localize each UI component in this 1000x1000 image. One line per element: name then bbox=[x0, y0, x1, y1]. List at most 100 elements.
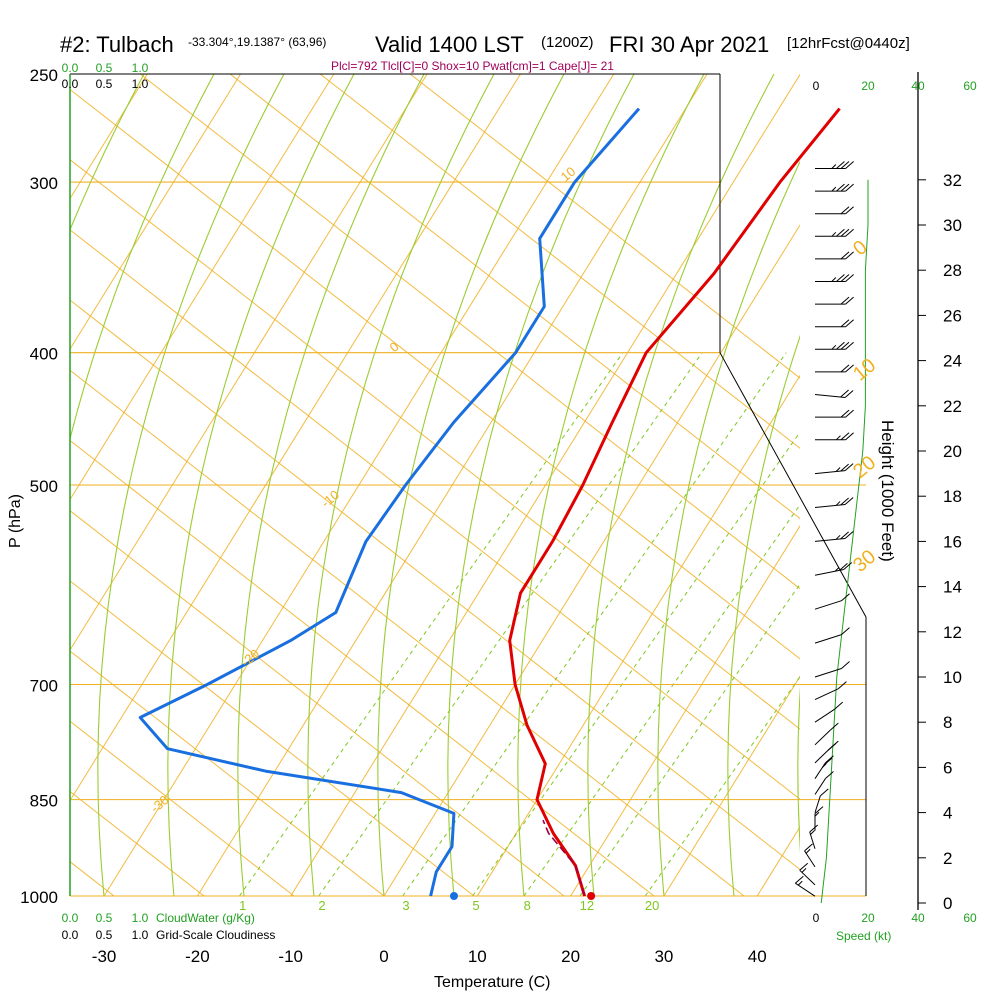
wind-barb bbox=[814, 593, 850, 610]
dry-adiabat-line bbox=[409, 74, 800, 379]
wind-barb-flag bbox=[840, 296, 850, 305]
isotherm-line bbox=[663, 675, 800, 897]
mixing-ratio-line bbox=[318, 352, 703, 897]
wind-barb-flag bbox=[845, 409, 854, 418]
cloudwater-tick-bottom: 0.5 bbox=[96, 911, 113, 925]
wind-barb-flag bbox=[838, 681, 847, 690]
dry-adiabat-line bbox=[70, 790, 205, 897]
mixing-ratio-label: 20 bbox=[645, 898, 659, 913]
wind-barb-flag bbox=[845, 319, 854, 328]
temperature-tick-label: 0 bbox=[379, 947, 388, 966]
temperature-tick-label: 40 bbox=[748, 947, 767, 966]
wind-barb-staff bbox=[814, 504, 846, 508]
dry-adiabat-line bbox=[70, 580, 475, 897]
wind-barb-staff bbox=[795, 882, 816, 897]
height-tick-label: 14 bbox=[943, 578, 962, 597]
cloudiness-tick-bottom: 0.5 bbox=[96, 928, 113, 942]
wind-barb-flag bbox=[840, 319, 850, 328]
height-tick-label: 22 bbox=[943, 397, 962, 416]
wind-barb-flag bbox=[836, 183, 845, 192]
dry-adiabat-line bbox=[139, 74, 800, 590]
dry-adiabat-line bbox=[70, 650, 385, 897]
wind-barb-flag bbox=[845, 432, 854, 441]
wind-barb-half-flag bbox=[835, 534, 841, 540]
wind-barb-flag bbox=[840, 183, 850, 192]
mixing-ratio-line bbox=[402, 352, 787, 897]
wind-barb-flag bbox=[840, 432, 850, 441]
cloudwater-tick-bottom: 0.0 bbox=[62, 911, 79, 925]
mixing-ratio-line bbox=[472, 431, 800, 897]
height-tick-label: 12 bbox=[943, 623, 962, 642]
dry-adiabat-line bbox=[70, 720, 295, 897]
mixing-ratio-line bbox=[238, 352, 624, 897]
wind-barb-staff bbox=[814, 729, 831, 746]
surface-dewpoint-marker bbox=[449, 892, 458, 900]
isotherm-line bbox=[70, 74, 241, 351]
wind-barb bbox=[815, 251, 854, 260]
height-tick-label: 26 bbox=[943, 306, 962, 325]
wind-barb-half-flag bbox=[836, 435, 841, 441]
wind-barb-half-flag bbox=[835, 501, 841, 506]
wind-barb bbox=[814, 771, 834, 795]
wind-barb bbox=[804, 843, 816, 868]
wind-barb bbox=[815, 161, 854, 169]
temperature-tick-label: 30 bbox=[654, 947, 673, 966]
wind-barb-flag bbox=[845, 364, 854, 373]
moist-adiabat-line bbox=[70, 74, 145, 232]
cloudwater-tick-top: 0.5 bbox=[96, 61, 113, 75]
wind-barb-flag bbox=[795, 875, 804, 884]
wind-barb bbox=[814, 497, 854, 508]
wind-barb bbox=[814, 389, 854, 398]
dry-adiabat-line bbox=[229, 74, 800, 520]
speed-tick-label-top: 40 bbox=[911, 79, 925, 93]
wind-barb-staff bbox=[814, 394, 846, 398]
dry-adiabat-line bbox=[70, 229, 800, 800]
pressure-tick-label: 700 bbox=[30, 677, 58, 696]
isotherm-line bbox=[851, 74, 1000, 896]
wind-barb bbox=[815, 409, 854, 418]
dry-adiabat-line bbox=[0, 38, 24, 896]
wind-barb-flag bbox=[836, 161, 845, 169]
dry-adiabat-line bbox=[70, 88, 800, 660]
cloudwater-label: CloudWater (g/Kg) bbox=[156, 911, 255, 925]
wind-barb bbox=[795, 875, 816, 897]
dry-adiabat-line bbox=[319, 74, 800, 449]
cloudiness-label: Grid-Scale Cloudiness bbox=[156, 928, 275, 942]
cloudwater-tick-top: 0.0 bbox=[62, 61, 79, 75]
wind-barb bbox=[815, 206, 854, 215]
wind-barb-staff bbox=[814, 600, 842, 610]
temperature-tick-label: -20 bbox=[185, 947, 210, 966]
surface-temperature-marker bbox=[587, 892, 596, 900]
y-axis-title: P (hPa) bbox=[7, 494, 24, 548]
wind-barb-flag bbox=[845, 251, 854, 260]
wind-speed-profile-line bbox=[820, 179, 869, 904]
cloudiness-tick-top: 0.5 bbox=[96, 77, 113, 91]
wind-barb-staff bbox=[814, 795, 821, 813]
wind-barb-half-flag bbox=[835, 467, 841, 472]
wind-barb-flag bbox=[809, 824, 819, 833]
speed-tick-label-bottom: 40 bbox=[911, 911, 925, 925]
wind-layer bbox=[795, 161, 869, 904]
cloudiness-tick-bottom: 1.0 bbox=[132, 928, 149, 942]
wind-barb-half-flag bbox=[831, 164, 837, 169]
wind-barb-staff bbox=[814, 762, 826, 779]
wind-barb-staff bbox=[804, 850, 816, 868]
isotherm-line bbox=[570, 525, 800, 897]
mixing-ratio-label: 8 bbox=[524, 898, 531, 913]
grid-layer: 1 2 3 5 8 12 20 bbox=[0, 38, 1000, 913]
wind-barb bbox=[814, 562, 853, 576]
height-tick-label: 8 bbox=[943, 713, 952, 732]
valid-time: Valid 1400 LST bbox=[375, 32, 524, 57]
x-axis-title: Temperature (C) bbox=[434, 974, 550, 991]
wind-barb-half-flag bbox=[831, 186, 837, 192]
wind-barb-flag bbox=[819, 788, 829, 797]
dry-adiabat-line bbox=[70, 159, 800, 730]
pressure-tick-label: 400 bbox=[30, 345, 58, 364]
wind-barb-flag bbox=[844, 390, 854, 398]
dewpoint-profile-line bbox=[138, 107, 641, 897]
wind-barb bbox=[815, 274, 854, 282]
wind-barb bbox=[814, 627, 850, 644]
pressure-tick-label: 250 bbox=[30, 66, 58, 85]
height-axis-title: Height (1000 Feet) bbox=[878, 420, 897, 562]
